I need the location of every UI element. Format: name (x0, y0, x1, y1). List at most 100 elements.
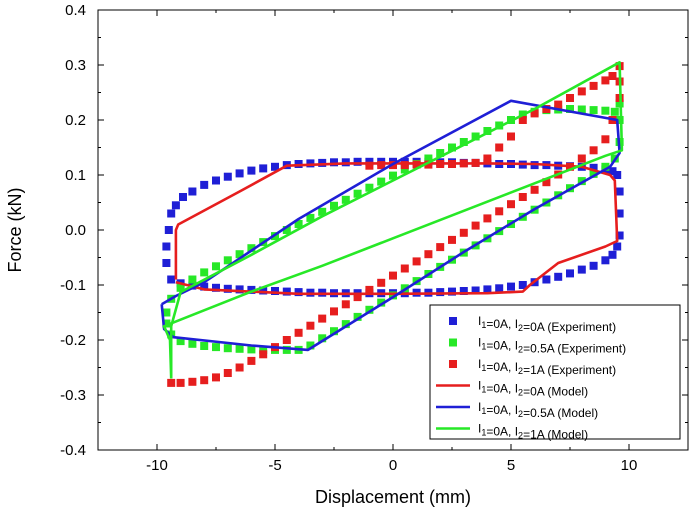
data-point (400, 161, 409, 170)
data-point (188, 187, 197, 196)
data-point (601, 106, 610, 115)
data-point (389, 271, 397, 280)
y-tick-label: 0.4 (65, 2, 86, 19)
data-point (615, 231, 624, 240)
data-point (235, 169, 244, 178)
axis-ticks (98, 9, 688, 451)
data-point (608, 72, 617, 80)
data-point (613, 171, 622, 179)
y-axis-title: Force (kN) (5, 188, 25, 273)
data-point (282, 226, 291, 234)
data-point (471, 286, 480, 295)
data-point (365, 183, 374, 192)
y-tick-label: 0.1 (65, 167, 86, 184)
data-point (167, 209, 176, 218)
data-point (162, 242, 171, 251)
x-tick-label: 5 (507, 457, 515, 474)
data-point (318, 158, 327, 167)
data-point (171, 201, 180, 210)
data-point (610, 107, 619, 116)
y-tick-label: 0.2 (65, 112, 86, 129)
legend-items: I1=0A, I2=0A (Experiment)I1=0A, I2=0.5A … (436, 314, 626, 442)
data-point (518, 116, 527, 124)
data-point (353, 157, 362, 166)
data-point (471, 221, 480, 230)
data-point (577, 177, 586, 186)
data-point (223, 369, 232, 377)
data-point (353, 189, 362, 198)
x-tick-label: -10 (146, 457, 168, 474)
data-point (162, 259, 171, 267)
data-point (235, 250, 244, 259)
data-point (162, 308, 171, 317)
legend: I1=0A, I2=0A (Experiment)I1=0A, I2=0.5A … (429, 304, 681, 442)
data-point (377, 177, 386, 186)
data-point (247, 345, 256, 354)
data-point (341, 195, 350, 204)
data-point (542, 275, 551, 284)
data-point (223, 256, 232, 265)
data-point (212, 176, 220, 185)
data-point (188, 339, 197, 348)
data-point (459, 138, 468, 146)
y-tick-label: -0.2 (60, 332, 86, 349)
data-point (530, 185, 539, 194)
data-point (495, 207, 504, 216)
model-line (174, 162, 619, 296)
y-tick-label: -0.3 (60, 387, 86, 404)
data-point (566, 105, 574, 113)
data-point (318, 207, 327, 216)
data-point (282, 336, 291, 344)
data-point (200, 282, 209, 291)
data-point (615, 116, 624, 124)
data-point (223, 344, 232, 353)
data-point (318, 314, 327, 323)
data-point (271, 162, 279, 171)
legend-marker-swatch (449, 317, 457, 325)
data-point (577, 87, 586, 96)
data-point (448, 235, 456, 244)
data-point (247, 356, 256, 365)
data-point (577, 105, 586, 114)
data-point (235, 285, 244, 294)
legend-item: I1=0A, I2=0.5A (Experiment) (449, 336, 626, 356)
series-4 (174, 162, 619, 296)
data-point (353, 293, 362, 302)
data-point (200, 268, 209, 277)
data-point (330, 201, 338, 210)
data-point (330, 307, 338, 316)
legend-label: I1=0A, I2=0.5A (Model) (478, 400, 598, 420)
series-5 (160, 99, 621, 352)
legend-marker-swatch (449, 360, 457, 368)
data-point (589, 261, 598, 270)
model-line (162, 61, 624, 379)
data-point (507, 282, 515, 291)
data-point (615, 187, 624, 196)
data-point (459, 287, 468, 295)
data-point (566, 94, 574, 102)
data-point (436, 149, 445, 157)
data-point (212, 262, 220, 271)
legend-item: I1=0A, I2=0A (Experiment) (449, 314, 616, 334)
data-point (507, 200, 515, 209)
data-point (294, 288, 303, 297)
data-point (259, 286, 268, 295)
data-point (212, 343, 220, 352)
series-6 (162, 61, 624, 379)
data-point (200, 180, 209, 189)
y-tick-label: 0.3 (65, 57, 86, 74)
data-point (483, 127, 492, 135)
data-point (259, 164, 268, 173)
y-tick-label: -0.4 (60, 442, 86, 459)
series-layer (160, 61, 624, 387)
data-point (518, 193, 527, 201)
data-point (400, 165, 409, 174)
data-point (436, 288, 445, 297)
data-point (471, 132, 480, 141)
data-point (377, 298, 386, 307)
data-point (448, 143, 456, 152)
data-point (530, 109, 539, 118)
data-point (483, 285, 492, 294)
data-point (589, 163, 598, 172)
